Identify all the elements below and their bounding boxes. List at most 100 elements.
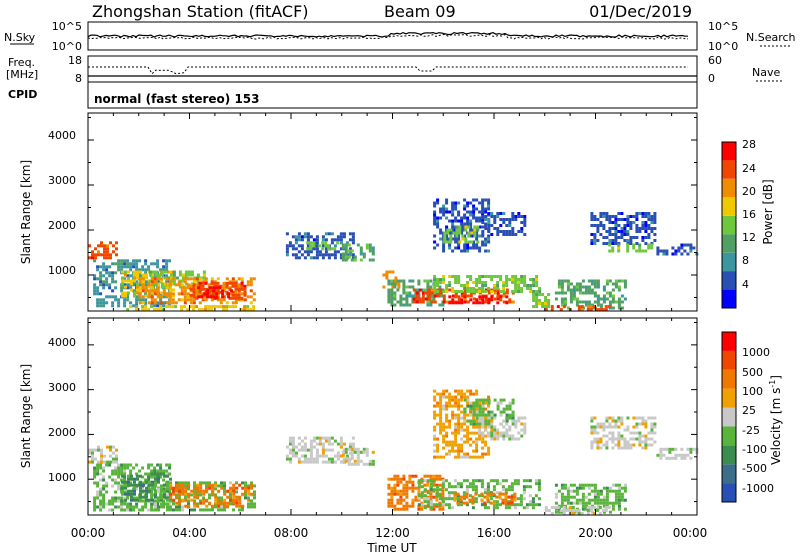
heatmap-cell — [189, 305, 193, 309]
heatmap-cell — [463, 198, 467, 202]
heatmap-cell — [141, 505, 145, 509]
heatmap-cell — [463, 246, 467, 250]
heatmap-cell — [208, 481, 211, 485]
heatmap-cell — [220, 499, 223, 503]
heatmap-cell — [120, 259, 124, 263]
heatmap-cell — [478, 455, 482, 459]
heatmap-cell — [223, 484, 226, 488]
heatmap-cell — [198, 290, 202, 294]
heatmap-cell — [535, 281, 539, 284]
heatmap-cell — [458, 225, 462, 229]
heatmap-cell — [350, 456, 354, 460]
heatmap-cell — [150, 469, 154, 473]
heatmap-cell — [163, 502, 166, 506]
heatmap-cell — [635, 224, 639, 227]
heatmap-cell — [493, 227, 497, 230]
heatmap-cell — [467, 240, 471, 244]
heatmap-cell — [207, 308, 211, 312]
heatmap-cell — [154, 508, 157, 512]
heatmap-cell — [148, 498, 151, 502]
heatmap-cell — [159, 472, 163, 476]
heatmap-cell — [208, 486, 212, 490]
heatmap-cell — [223, 508, 226, 512]
heatmap-cell — [572, 501, 576, 505]
heatmap-cell — [436, 401, 440, 405]
heatmap-cell — [144, 305, 148, 309]
heatmap-cell — [371, 258, 375, 262]
heatmap-cell — [209, 289, 213, 293]
heatmap-cell — [181, 505, 184, 509]
heatmap-cell — [396, 279, 400, 283]
heatmap-cell — [359, 246, 363, 250]
heatmap-cell — [489, 492, 493, 496]
heatmap-cell — [484, 281, 488, 284]
heatmap-cell — [522, 491, 526, 495]
heatmap-cell — [121, 294, 124, 298]
heatmap-cell — [249, 295, 253, 299]
heatmap-cell — [172, 288, 175, 292]
heatmap-cell — [160, 279, 163, 283]
heatmap-cell — [342, 442, 346, 446]
heatmap-cell — [121, 279, 124, 283]
heatmap-cell — [469, 419, 473, 423]
heatmap-cell — [608, 221, 612, 224]
heatmap-cell — [469, 410, 473, 414]
velocity-colorbar — [721, 331, 737, 503]
heatmap-cell — [385, 270, 389, 274]
heatmap-cell — [449, 237, 453, 241]
heatmap-cell — [405, 501, 409, 505]
heatmap-cell — [135, 301, 139, 305]
heatmap-cell — [517, 437, 521, 441]
heatmap-cell — [180, 298, 184, 302]
heatmap-cell — [487, 419, 491, 423]
heatmap-cell — [436, 446, 440, 450]
heatmap-cell — [184, 273, 188, 277]
heatmap-cell — [124, 480, 127, 484]
heatmap-cell — [445, 425, 449, 429]
heatmap-cell — [608, 230, 612, 233]
heatmap-cell — [620, 422, 624, 426]
heatmap-cell — [321, 247, 325, 251]
heatmap-cell — [115, 454, 118, 458]
heatmap-cell — [162, 478, 166, 482]
heatmap-cell — [475, 455, 479, 459]
heatmap-cell — [124, 270, 127, 274]
heatmap-cell — [183, 289, 187, 293]
heatmap-cell — [620, 416, 624, 420]
heatmap-cell — [443, 231, 447, 235]
heatmap-cell — [139, 270, 142, 274]
heatmap-cell — [456, 485, 460, 489]
heatmap-cell — [399, 507, 403, 511]
heatmap-cell — [487, 237, 491, 241]
heatmap-cell — [141, 286, 145, 290]
heatmap-cell — [178, 492, 182, 496]
heatmap-cell — [433, 413, 437, 417]
heatmap-cell — [162, 301, 166, 305]
heatmap-cell — [608, 239, 612, 242]
heatmap-cell — [402, 279, 406, 283]
heatmap-cell — [243, 308, 247, 312]
heatmap-cell — [656, 249, 660, 253]
heatmap-cell — [199, 499, 202, 503]
heatmap-cell — [240, 308, 244, 312]
heatmap-cell — [426, 500, 430, 504]
heatmap-cell — [339, 442, 343, 446]
heatmap-cell — [436, 219, 440, 223]
heatmap-cell — [121, 492, 124, 496]
heatmap-cell — [535, 290, 539, 293]
heatmap-cell — [481, 431, 485, 435]
heatmap-cell — [626, 243, 630, 247]
heatmap-cell — [659, 249, 663, 253]
heatmap-cell — [166, 282, 170, 286]
heatmap-cell — [617, 212, 621, 215]
heatmap-cell — [632, 243, 636, 247]
heatmap-cell — [96, 265, 100, 269]
vel-cbar-tick-m100: -100 — [742, 443, 767, 456]
heatmap-cell — [517, 284, 521, 287]
heatmap-cell — [487, 410, 491, 414]
heatmap-cell — [235, 486, 239, 490]
heatmap-cell — [476, 225, 480, 229]
heatmap-cell — [205, 484, 208, 488]
heatmap-cell — [117, 304, 121, 308]
heatmap-cell — [333, 244, 337, 248]
